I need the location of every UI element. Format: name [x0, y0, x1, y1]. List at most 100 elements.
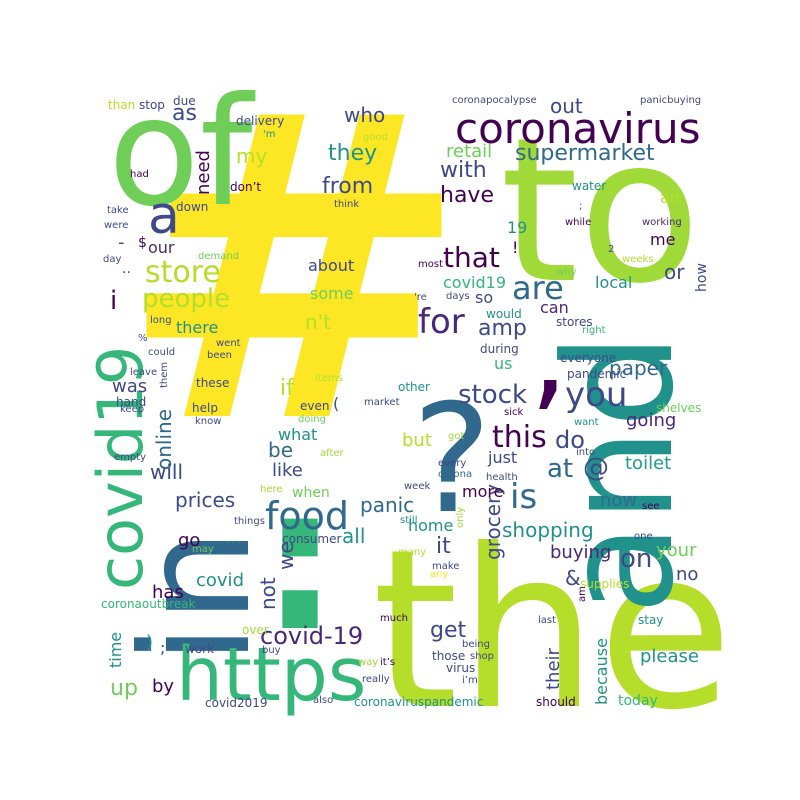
word-please: please — [640, 646, 699, 667]
word-get: get — [430, 618, 467, 643]
word-sick: sick — [504, 407, 524, 418]
word-coronavirus: coronavirus — [455, 104, 701, 153]
word-panic: panic — [360, 493, 415, 517]
word-there: there — [176, 318, 219, 337]
word-way: way — [358, 657, 379, 668]
word-that: that — [443, 241, 500, 274]
word-food: food — [265, 494, 349, 538]
word-by: by — [152, 676, 175, 697]
word-https: https — [176, 632, 367, 718]
word-or: or — [664, 260, 685, 284]
word-health: health — [486, 472, 518, 483]
word-as: as — [172, 101, 197, 126]
word-the: the — [372, 502, 734, 758]
word-would: would — [486, 307, 522, 321]
word-store: store — [145, 255, 221, 290]
word-many: many — [398, 547, 427, 558]
word-this: this — [492, 420, 547, 455]
word-us: us — [494, 354, 513, 373]
word-going: going — [626, 410, 677, 431]
word-who: who — [344, 103, 386, 127]
word-still: still — [400, 515, 418, 526]
word-its: it’s — [380, 657, 396, 668]
word-stop: stop — [139, 98, 165, 112]
word-not: not — [256, 577, 280, 610]
word-think: think — [334, 199, 360, 210]
word-do: do — [555, 426, 585, 454]
word-just: just — [488, 448, 518, 467]
word-paren-open: ( — [333, 394, 340, 413]
word-empty: empty — [114, 452, 147, 463]
word-from: from — [322, 174, 374, 199]
word-dont: don’t — [230, 180, 262, 194]
word-so: so — [475, 288, 494, 307]
word-want: want — [574, 417, 599, 428]
word-when: when — [292, 485, 330, 501]
word-should: should — [536, 695, 576, 709]
word-weeks: weeks — [622, 254, 654, 265]
word-is: is — [510, 477, 538, 517]
word-day: day — [103, 254, 122, 265]
word-more: more — [462, 482, 504, 501]
word-take: take — [107, 205, 129, 216]
word-days: days — [446, 291, 470, 302]
word-out: out — [550, 94, 583, 118]
word-them: them — [159, 361, 170, 388]
word-every: every — [438, 458, 467, 469]
word-im: i’m — [462, 675, 478, 686]
word-doing: doing — [298, 414, 326, 425]
word-much: much — [380, 613, 408, 624]
word-your: your — [656, 540, 697, 561]
word-covid-19: covid-19 — [260, 622, 364, 650]
word-people: people — [142, 284, 231, 314]
word-here: here — [260, 484, 283, 495]
word-but: but — [402, 430, 432, 451]
word-time: time — [106, 631, 125, 668]
word-coronaviruspandemic: coronaviruspandemic — [354, 695, 484, 709]
word-sc2: ; — [579, 201, 583, 212]
word-comma: , — [530, 285, 569, 424]
word-ellipsis: ... — [226, 528, 242, 547]
word-prices: prices — [175, 488, 236, 512]
word-19: 19 — [507, 218, 528, 237]
word-may: may — [192, 544, 214, 555]
word-been: been — [207, 350, 232, 361]
word-supplies: supplies — [580, 577, 630, 591]
word-me: me — [650, 230, 676, 249]
word-an: an — [660, 188, 680, 207]
word-leave: leave — [130, 367, 158, 378]
word-semicolon: ; — [160, 638, 166, 657]
word-local: local — [595, 273, 633, 292]
word-make: make — [432, 561, 460, 572]
word-those: those — [432, 649, 466, 663]
word-of: of — [108, 66, 253, 240]
word-work: work — [185, 642, 215, 656]
word-can: can — [540, 298, 569, 317]
word-things: things — [234, 516, 265, 527]
word-covid2019: covid2019 — [205, 696, 268, 710]
word-have: have — [440, 183, 494, 208]
word-after: after — [320, 448, 344, 459]
word-will: will — [150, 460, 184, 484]
word-most: most — [418, 259, 443, 270]
word-covid: covid — [196, 570, 244, 591]
word-no: no — [676, 564, 699, 585]
word-amp: amp — [478, 316, 527, 341]
word-am: am — [577, 586, 588, 602]
word-if: if — [280, 376, 294, 401]
word-with: with — [440, 158, 487, 183]
word-being: being — [462, 639, 490, 650]
word-only: only — [455, 506, 466, 528]
word-other: other — [398, 380, 430, 394]
word-coronaoutbreak: coronaoutbreak — [101, 597, 196, 611]
word-hash: # — [118, 27, 470, 516]
word-see: see — [642, 501, 660, 512]
word-any: any — [430, 569, 449, 580]
word-dash: - — [118, 232, 125, 253]
word-stores: stores — [556, 315, 593, 329]
word-my: my — [236, 144, 268, 168]
word-covid19-small: covid19 — [443, 273, 507, 292]
word-m: 'm — [263, 129, 276, 140]
word-week: week — [404, 481, 431, 492]
